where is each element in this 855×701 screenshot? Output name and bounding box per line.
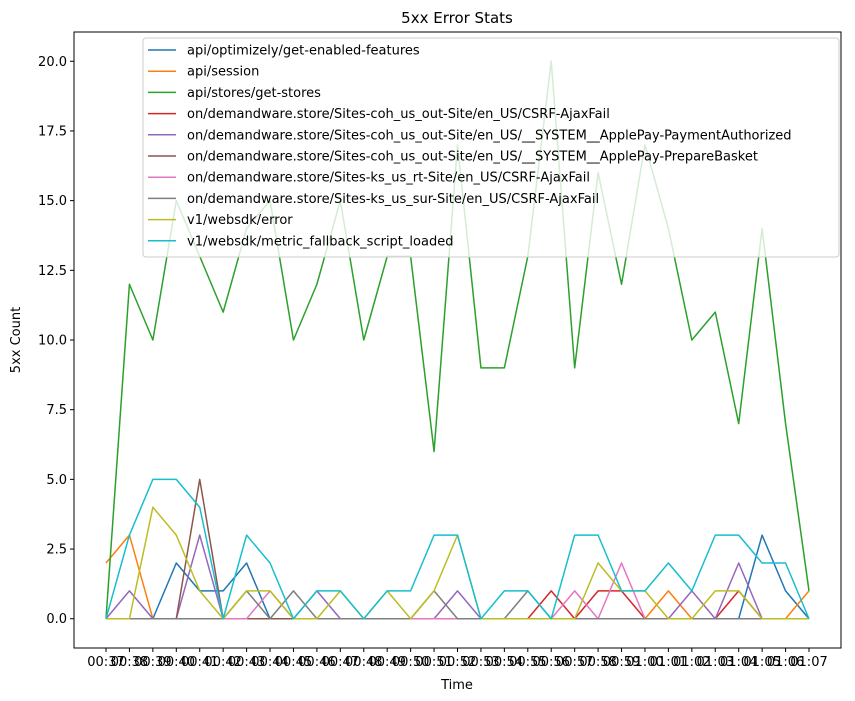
y-tick-label: 0.0 (46, 612, 67, 627)
x-tick-label: 00:47 (322, 655, 359, 670)
legend-entry: api/optimizely/get-enabled-features (187, 44, 420, 59)
legend-entry: v1/websdk/error (187, 213, 293, 228)
legend-entry: v1/websdk/metric_fallback_script_loaded (187, 234, 453, 249)
x-tick-label: 00:59 (603, 655, 640, 670)
x-tick-label: 01:07 (790, 655, 827, 670)
series-line-5 (106, 478, 809, 620)
x-axis-ticks: 00:3700:3800:3900:4000:4100:4200:4300:44… (87, 648, 828, 670)
legend-entry: on/demandware.store/Sites-ks_us_rt-Site/… (187, 171, 590, 186)
x-tick-label: 00:57 (556, 655, 593, 670)
x-tick-label: 00:44 (251, 655, 288, 670)
y-tick-label: 7.5 (46, 403, 67, 418)
legend-entry: on/demandware.store/Sites-coh_us_out-Sit… (187, 107, 610, 122)
x-tick-label: 00:40 (158, 655, 195, 670)
x-tick-label: 01:01 (650, 655, 687, 670)
x-tick-label: 00:38 (111, 655, 148, 670)
series-line-9 (105, 478, 810, 620)
x-tick-label: 00:51 (415, 655, 452, 670)
x-tick-label: 00:56 (532, 655, 569, 670)
y-tick-label: 15.0 (38, 194, 67, 209)
y-tick-label: 5.0 (46, 473, 67, 488)
x-tick-label: 00:55 (509, 655, 546, 670)
legend-entry: api/stores/get-stores (187, 86, 321, 101)
y-tick-label: 12.5 (38, 264, 67, 279)
x-tick-label: 00:53 (462, 655, 499, 670)
x-tick-label: 00:48 (345, 655, 382, 670)
chart-title: 5xx Error Stats (401, 9, 513, 27)
x-tick-label: 01:03 (697, 655, 734, 670)
x-tick-label: 00:46 (298, 655, 335, 670)
y-tick-label: 10.0 (38, 334, 67, 349)
x-tick-label: 00:45 (275, 655, 312, 670)
y-tick-label: 17.5 (38, 124, 67, 139)
x-tick-label: 00:58 (579, 655, 616, 670)
legend-entry: on/demandware.store/Sites-ks_us_sur-Site… (187, 192, 599, 207)
x-axis-label: Time (440, 678, 473, 693)
x-tick-label: 00:37 (87, 655, 124, 670)
x-tick-label: 00:39 (134, 655, 171, 670)
y-axis-label: 5xx Count (9, 307, 24, 373)
x-tick-label: 00:54 (486, 655, 523, 670)
legend-box (142, 37, 840, 258)
x-tick-label: 01:02 (673, 655, 710, 670)
legend-entry: api/session (187, 65, 259, 80)
legend-entry: on/demandware.store/Sites-coh_us_out-Sit… (187, 150, 758, 165)
legend: api/optimizely/get-enabled-features api/s… (142, 37, 840, 258)
x-tick-label: 01:06 (767, 655, 804, 670)
y-tick-label: 2.5 (46, 543, 67, 558)
x-tick-label: 00:52 (439, 655, 476, 670)
x-tick-label: 00:49 (368, 655, 405, 670)
x-tick-label: 00:41 (181, 655, 218, 670)
y-tick-label: 20.0 (38, 55, 67, 70)
x-tick-label: 01:00 (626, 655, 663, 670)
y-axis-ticks: 0.0 2.5 5.0 7.5 10.0 12.5 15.0 17.5 20.0 (38, 55, 74, 627)
x-tick-label: 00:50 (392, 655, 429, 670)
x-tick-label: 01:05 (743, 655, 780, 670)
x-tick-label: 00:43 (228, 655, 265, 670)
legend-entry: on/demandware.store/Sites-coh_us_out-Sit… (187, 128, 792, 143)
x-tick-label: 01:04 (720, 655, 757, 670)
x-tick-label: 00:42 (204, 655, 241, 670)
